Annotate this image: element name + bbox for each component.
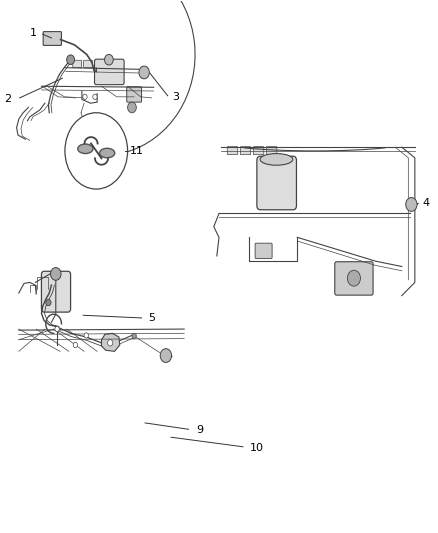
Circle shape: [83, 94, 87, 100]
Circle shape: [127, 102, 136, 113]
Circle shape: [65, 113, 127, 189]
FancyBboxPatch shape: [73, 60, 81, 68]
FancyBboxPatch shape: [227, 147, 238, 155]
Text: 4: 4: [423, 198, 430, 208]
Circle shape: [347, 270, 360, 286]
Circle shape: [50, 268, 61, 280]
FancyBboxPatch shape: [253, 147, 264, 155]
Text: 11: 11: [130, 147, 144, 157]
Circle shape: [160, 349, 172, 362]
Circle shape: [93, 94, 97, 100]
Circle shape: [67, 55, 74, 64]
Circle shape: [105, 54, 113, 65]
Circle shape: [108, 340, 113, 346]
Polygon shape: [102, 333, 120, 351]
Text: 1: 1: [30, 28, 37, 38]
Ellipse shape: [99, 148, 115, 158]
Text: 2: 2: [4, 94, 11, 104]
Ellipse shape: [78, 144, 93, 154]
Circle shape: [139, 66, 149, 79]
FancyBboxPatch shape: [95, 60, 103, 68]
FancyBboxPatch shape: [84, 60, 92, 68]
FancyBboxPatch shape: [106, 60, 114, 68]
FancyBboxPatch shape: [127, 87, 141, 102]
Circle shape: [46, 300, 51, 306]
FancyBboxPatch shape: [266, 147, 277, 155]
Text: 3: 3: [173, 92, 180, 102]
Circle shape: [84, 333, 88, 338]
FancyBboxPatch shape: [43, 31, 61, 45]
FancyBboxPatch shape: [42, 271, 71, 312]
Ellipse shape: [260, 154, 293, 165]
FancyBboxPatch shape: [95, 59, 124, 85]
Circle shape: [73, 342, 78, 348]
Text: 5: 5: [148, 313, 155, 324]
Text: 10: 10: [250, 443, 264, 453]
Text: 9: 9: [196, 425, 203, 435]
Circle shape: [132, 333, 136, 338]
FancyBboxPatch shape: [335, 262, 373, 295]
Circle shape: [55, 326, 59, 332]
FancyBboxPatch shape: [240, 147, 251, 155]
FancyBboxPatch shape: [255, 243, 272, 259]
Circle shape: [406, 198, 417, 212]
FancyBboxPatch shape: [257, 156, 297, 210]
